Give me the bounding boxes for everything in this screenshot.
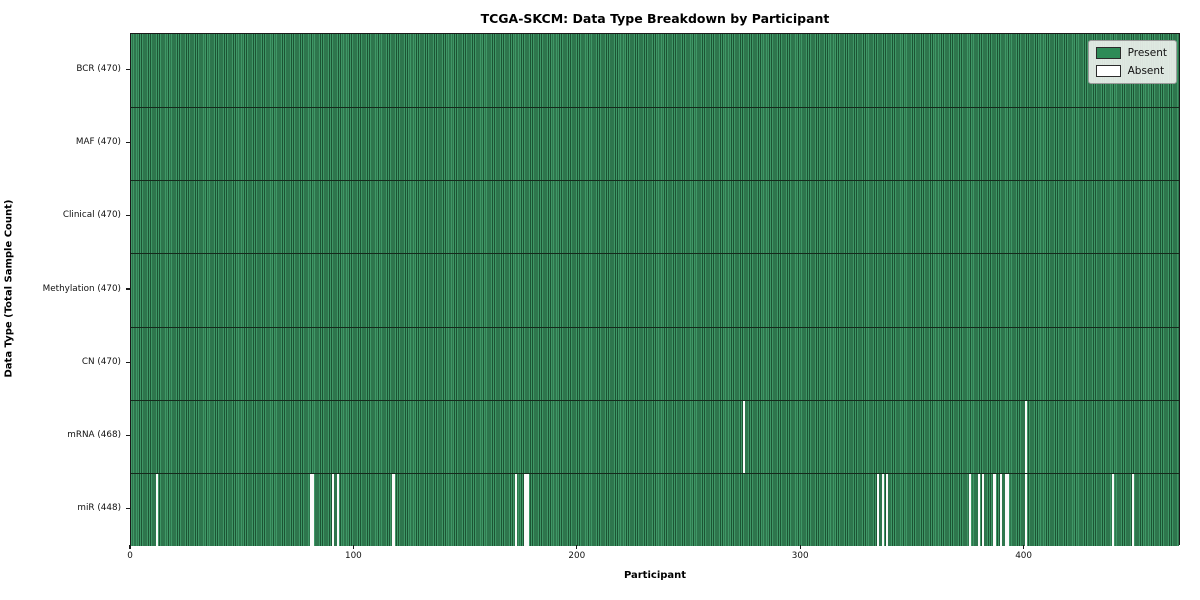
y-tick-label: miR (448)	[77, 502, 121, 513]
present-swatch-icon	[1095, 47, 1121, 59]
heatmap-row-Clinical	[131, 180, 1179, 254]
absent-gap	[1004, 473, 1007, 546]
plot-area	[130, 33, 1180, 546]
absent-gap	[968, 473, 971, 546]
legend-entry-absent: Absent	[1095, 65, 1167, 77]
y-tick-label: CN (470)	[81, 356, 121, 367]
x-tick-label: 0	[127, 551, 133, 561]
legend-label-absent: Absent	[1127, 65, 1165, 77]
heatmap-row-mRNA	[131, 399, 1179, 473]
absent-gap	[332, 473, 335, 546]
x-tick-label: 400	[1015, 551, 1032, 561]
legend-entry-present: Present	[1095, 47, 1167, 59]
absent-gap	[311, 473, 315, 546]
heatmap-row-Methylation	[131, 253, 1179, 327]
chart-title: TCGA-SKCM: Data Type Breakdown by Partic…	[480, 11, 830, 26]
absent-gap	[1024, 473, 1027, 546]
absent-gap	[1131, 473, 1135, 546]
absent-gap	[392, 473, 395, 546]
absent-gap	[524, 473, 527, 546]
y-tick-mark	[125, 142, 130, 144]
absent-gap	[743, 400, 746, 473]
legend: Present Absent	[1087, 40, 1177, 84]
y-tick-mark	[125, 507, 130, 510]
legend-label-present: Present	[1127, 47, 1167, 59]
absent-gap	[1111, 473, 1114, 546]
heatmap-row-miR	[131, 472, 1179, 546]
absent-swatch-icon	[1095, 65, 1121, 77]
heatmap-row-BCR	[131, 34, 1179, 108]
heatmap-row-MAF	[131, 107, 1179, 181]
y-tick-mark	[125, 361, 130, 363]
y-tick-mark	[125, 215, 130, 217]
absent-gap	[1024, 400, 1027, 473]
absent-gap	[982, 473, 985, 546]
y-tick-mark	[125, 68, 130, 71]
x-axis-label: Participant	[623, 570, 687, 581]
y-tick-mark	[125, 288, 130, 290]
y-tick-label: Methylation (470)	[42, 283, 121, 294]
absent-gap	[155, 473, 158, 546]
x-tick-mark	[1023, 545, 1025, 549]
y-tick-mark	[125, 434, 130, 436]
absent-gap	[993, 473, 996, 546]
absent-gap	[886, 473, 889, 546]
y-tick-label: Clinical (470)	[62, 210, 121, 221]
absent-gap	[336, 473, 339, 546]
absent-gap	[1000, 473, 1003, 546]
y-tick-label: mRNA (468)	[67, 429, 121, 440]
y-tick-label: MAF (470)	[75, 137, 121, 148]
absent-gap	[881, 473, 884, 546]
x-tick-mark	[576, 545, 578, 549]
x-tick-label: 200	[568, 551, 586, 561]
x-tick-mark	[129, 545, 131, 549]
x-tick-label: 100	[344, 551, 362, 561]
absent-gap	[977, 473, 980, 546]
absent-gap	[526, 473, 529, 546]
absent-gap	[309, 473, 312, 546]
absent-gap	[1006, 473, 1009, 546]
x-tick-mark	[352, 545, 354, 549]
y-tick-label: BCR (470)	[76, 64, 121, 75]
absent-gap	[877, 473, 880, 546]
x-tick-mark	[799, 545, 801, 549]
absent-gap	[515, 473, 518, 546]
x-tick-label: 300	[791, 551, 809, 561]
heatmap-row-CN	[131, 326, 1179, 400]
